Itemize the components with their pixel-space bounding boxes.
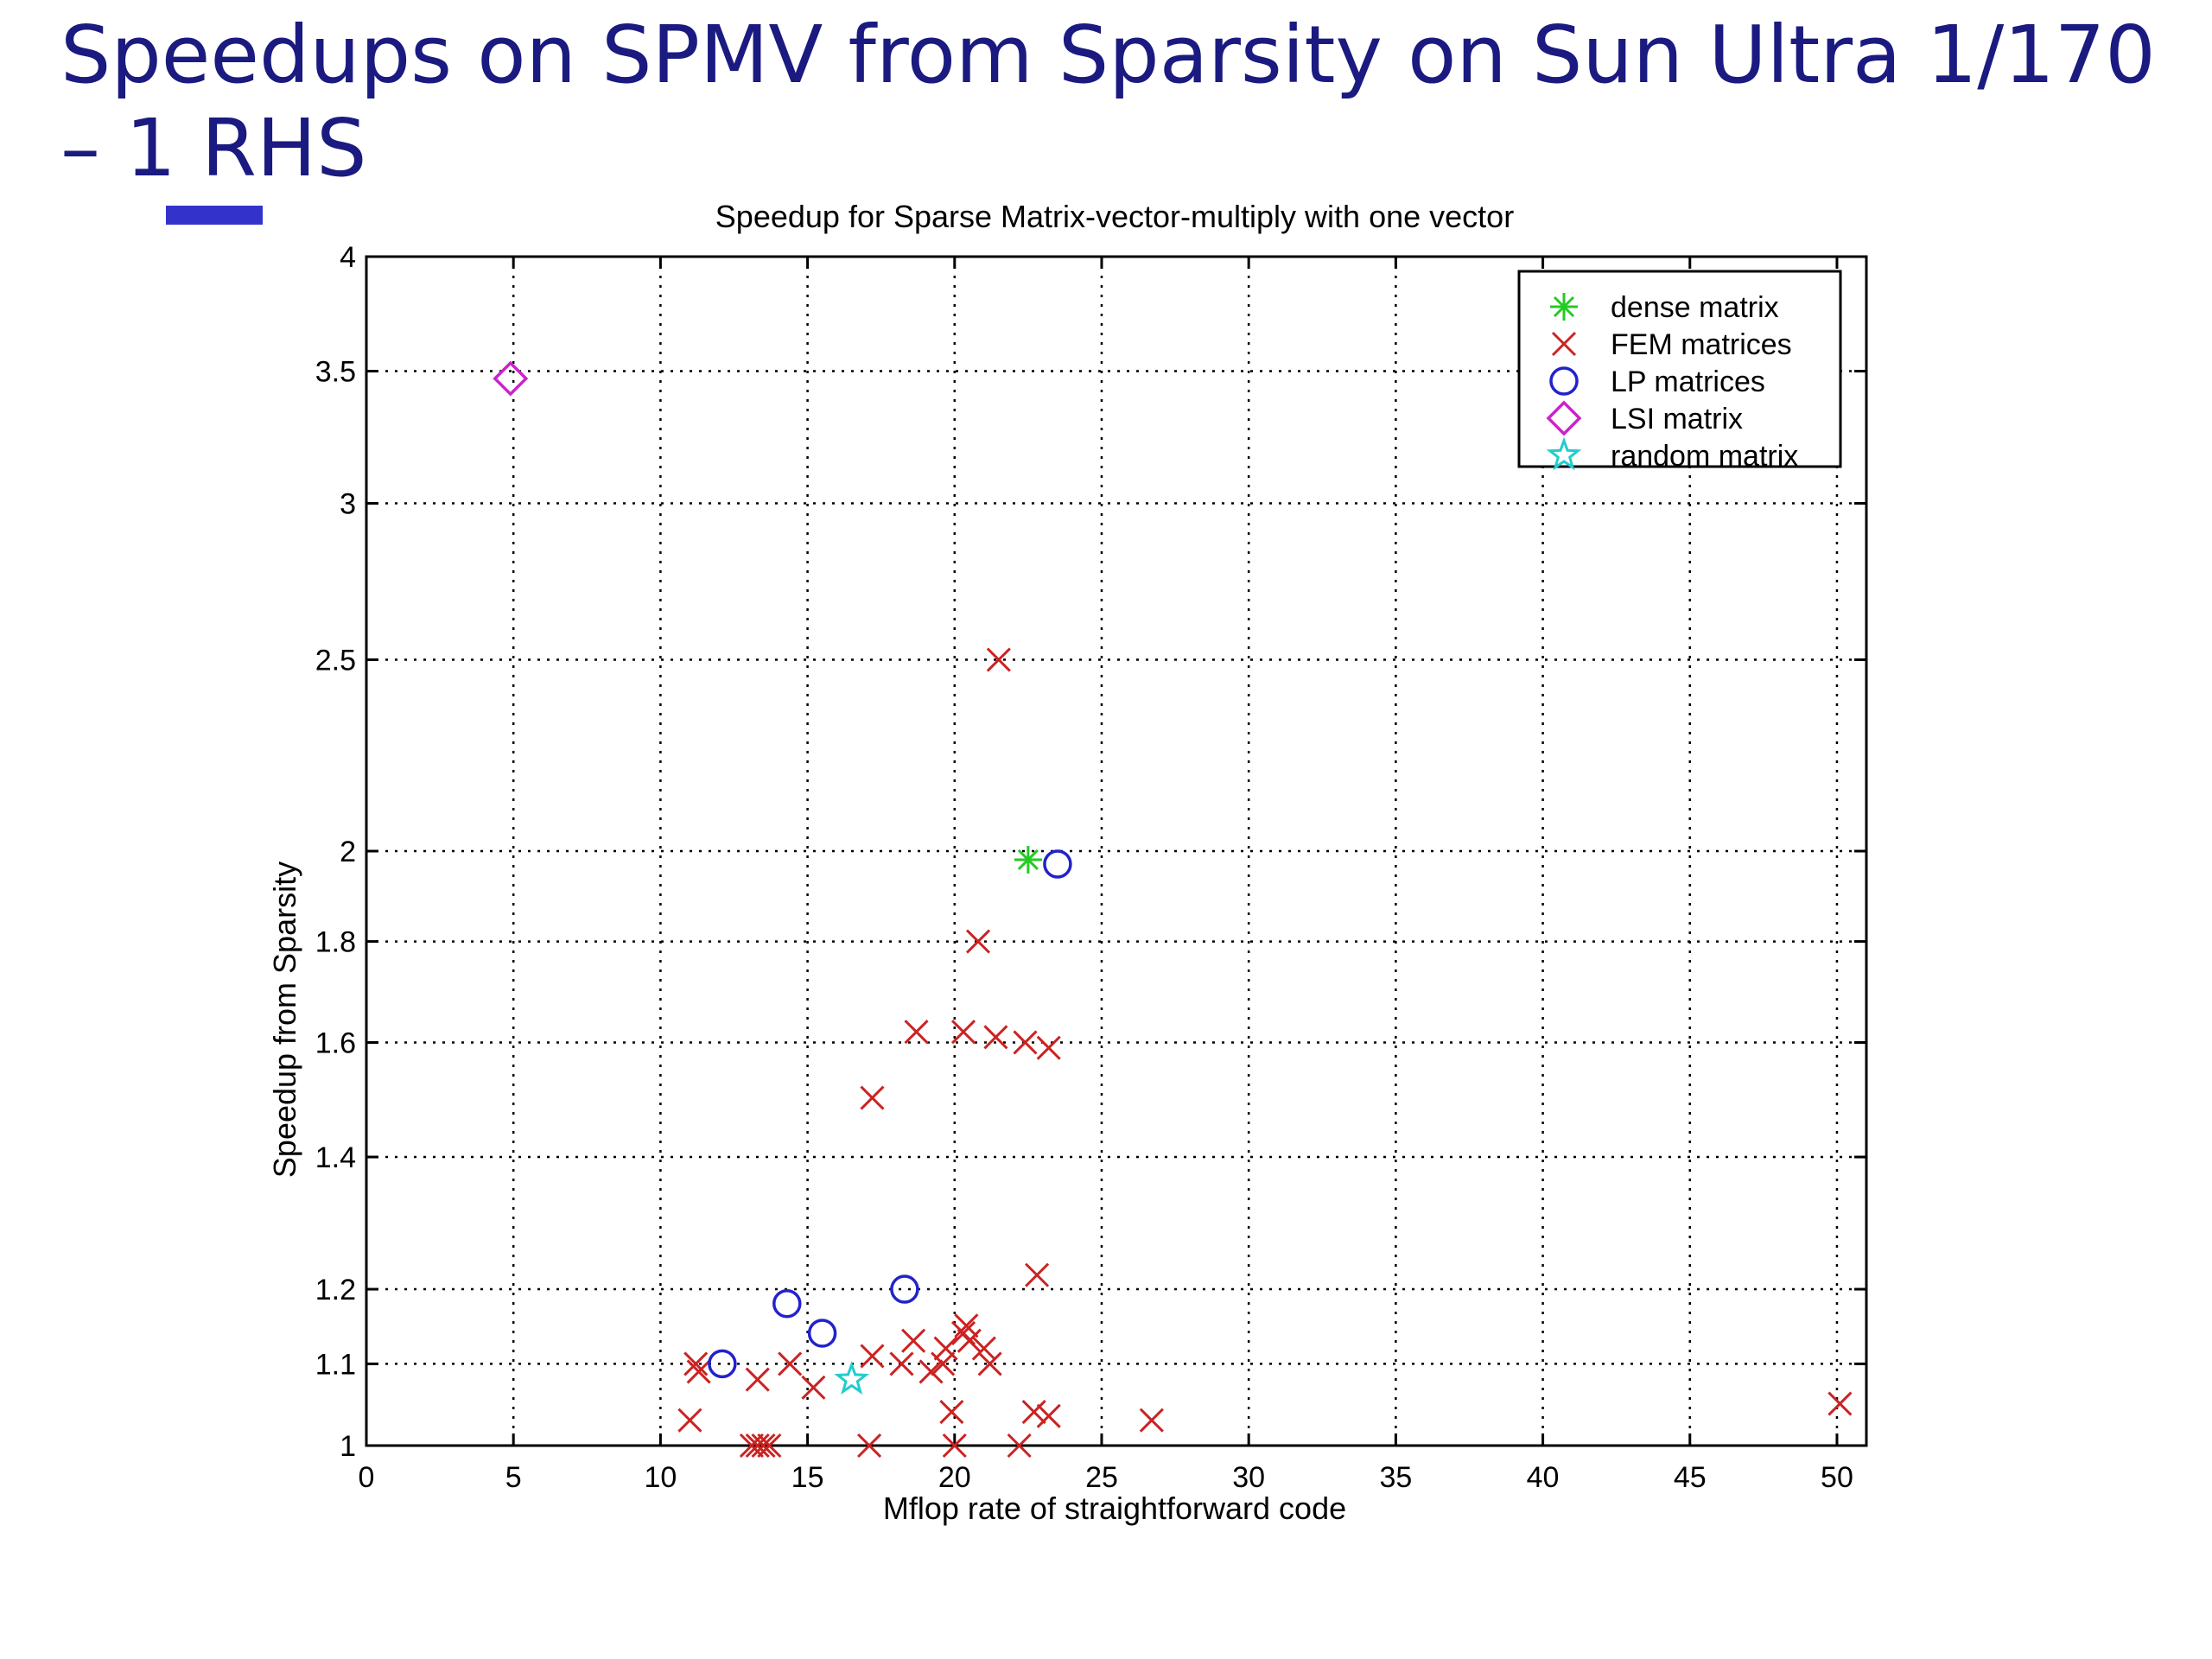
lsi-matrix-legend-marker <box>1546 400 1582 436</box>
fem-matrices-point <box>901 1328 926 1353</box>
fem-matrices-point <box>739 1433 764 1459</box>
x-tick-label: 15 <box>791 1461 824 1494</box>
title-accent-bar <box>166 206 263 225</box>
legend-label: LP matrices <box>1611 365 1765 398</box>
fem-matrices-point <box>1139 1408 1164 1433</box>
lsi-matrix-point <box>493 360 529 397</box>
legend-label: random matrix <box>1611 440 1798 473</box>
fem-matrices-point <box>860 1344 885 1369</box>
fem-matrices-point <box>751 1433 776 1459</box>
fem-matrices-point <box>904 1020 929 1045</box>
fem-matrices-point <box>1025 1262 1050 1287</box>
fem-matrices-point <box>757 1433 782 1459</box>
x-tick-label: 25 <box>1085 1461 1118 1494</box>
fem-matrices-point <box>983 1025 1008 1050</box>
y-tick-label: 1.4 <box>315 1141 356 1174</box>
fem-matrices-point <box>683 1351 709 1376</box>
random-matrix-point <box>834 1361 869 1395</box>
lp-matrices-point <box>807 1319 837 1348</box>
fem-matrices-point <box>745 1367 770 1392</box>
legend-box <box>1517 270 1842 468</box>
y-tick-label: 4 <box>340 241 356 274</box>
fem-matrices-point <box>860 1085 885 1110</box>
random-matrix-legend-marker <box>1546 436 1582 471</box>
y-tick-label: 2 <box>340 836 356 868</box>
fem-matrices-point <box>686 1359 711 1384</box>
y-axis-label: Speedup from Sparsity <box>267 861 302 1178</box>
fem-matrices-point <box>971 1336 996 1361</box>
dense-matrix-legend-marker <box>1550 293 1578 321</box>
x-axis-label: Mflop rate of straightforward code <box>883 1491 1346 1526</box>
legend: dense matrix FEM matrices LP matrices LSI m… <box>1517 270 1842 473</box>
x-tick-label: 40 <box>1527 1461 1560 1494</box>
x-tick-label: 20 <box>938 1461 971 1494</box>
fem-matrices-point <box>801 1375 826 1400</box>
fem-matrices-point <box>918 1359 944 1384</box>
fem-matrices-point <box>778 1351 803 1376</box>
x-tick-label: 35 <box>1379 1461 1412 1494</box>
fem-matrices-legend-marker <box>1551 331 1577 357</box>
fem-matrices-point <box>965 929 991 954</box>
fem-matrices-point <box>1036 1403 1061 1428</box>
lp-matrices-point <box>890 1274 919 1304</box>
y-tick-label: 1.6 <box>315 1027 356 1059</box>
y-tick-label: 1.2 <box>315 1274 356 1306</box>
fem-matrices-point <box>1013 1030 1038 1055</box>
y-tick-label: 3 <box>340 488 356 521</box>
fem-matrices-point <box>939 1400 964 1425</box>
lp-matrices-point <box>1043 849 1072 879</box>
lp-matrices-point <box>708 1349 737 1379</box>
dense-matrix-point <box>1014 845 1042 874</box>
x-tick-label: 0 <box>359 1461 375 1494</box>
lp-matrices-legend-marker <box>1549 366 1579 396</box>
y-tick-label: 1 <box>340 1430 356 1463</box>
x-tick-label: 10 <box>644 1461 677 1494</box>
y-tick-label: 1.1 <box>315 1348 356 1381</box>
fem-matrices-point <box>745 1433 770 1459</box>
legend-label: FEM matrices <box>1611 328 1792 361</box>
fem-matrices-point <box>931 1351 956 1376</box>
fem-matrices-point <box>950 1020 976 1045</box>
y-tick-label: 3.5 <box>315 356 356 389</box>
fem-matrices-point <box>986 647 1011 672</box>
legend-label: dense matrix <box>1611 291 1779 324</box>
fem-matrices-point <box>1007 1433 1032 1459</box>
fem-matrices-point <box>933 1336 958 1361</box>
y-tick-label: 1.8 <box>315 926 356 959</box>
y-tick-label: 2.5 <box>315 645 356 677</box>
fem-matrices-point <box>857 1433 882 1459</box>
legend-label: LSI matrix <box>1611 403 1743 435</box>
x-tick-label: 5 <box>505 1461 522 1494</box>
fem-matrices-point <box>954 1313 979 1338</box>
slide-title: Speedups on SPMV from Sparsity on Sun Ul… <box>60 9 2156 194</box>
fem-matrices-point <box>889 1351 914 1376</box>
fem-matrices-point <box>1827 1391 1853 1416</box>
x-tick-label: 30 <box>1232 1461 1265 1494</box>
chart-title: Speedup for Sparse Matrix-vector-multipl… <box>715 199 1514 234</box>
x-tick-label: 50 <box>1821 1461 1853 1494</box>
fem-matrices-point <box>1021 1400 1046 1425</box>
x-tick-label: 45 <box>1674 1461 1707 1494</box>
lp-matrices-point <box>772 1288 802 1319</box>
fem-matrices-point <box>942 1433 967 1459</box>
fem-matrices-point <box>1036 1035 1061 1060</box>
fem-matrices-point <box>677 1408 702 1433</box>
fem-matrices-point <box>977 1351 1002 1376</box>
fem-matrices-point <box>957 1328 982 1353</box>
